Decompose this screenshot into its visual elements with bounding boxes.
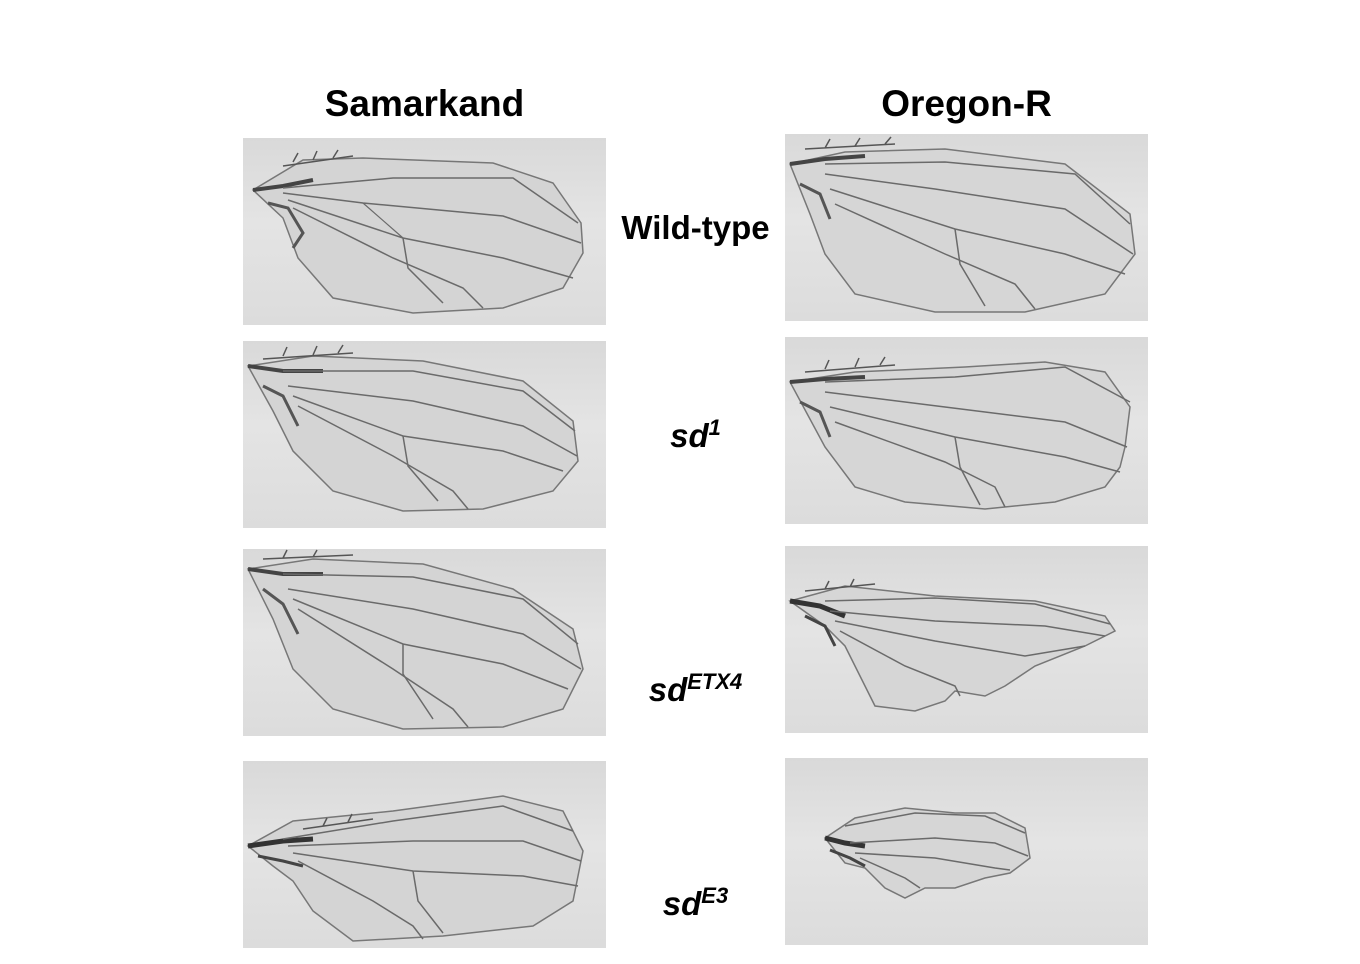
wing-image-oregon-r-sde3 [785, 758, 1148, 945]
row-label-wild-type: Wild-type [621, 209, 770, 246]
column-header-oregon-r: Oregon-R [881, 83, 1052, 124]
row-label-sde3: sdE3 [662, 883, 729, 923]
wing-image-samarkand-wild-type [243, 138, 606, 325]
row-label-sdetx4: sdETX4 [648, 669, 743, 709]
wing-image-oregon-r-sd1 [785, 337, 1148, 524]
wing-image-samarkand-sd1 [243, 341, 606, 528]
wing-image-samarkand-sdetx4 [243, 549, 606, 736]
wing-image-oregon-r-wild-type [785, 134, 1148, 321]
row-label-sd1: sd1 [670, 415, 721, 455]
column-header-samarkand: Samarkand [324, 83, 525, 124]
wing-image-oregon-r-sdetx4 [785, 546, 1148, 733]
wing-image-samarkand-sde3 [243, 761, 606, 948]
